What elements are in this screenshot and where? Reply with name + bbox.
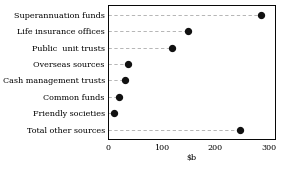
Point <box>117 96 122 98</box>
Point <box>112 112 116 115</box>
Point <box>170 46 174 49</box>
Point <box>123 79 127 82</box>
Point <box>126 63 130 65</box>
Point <box>259 14 263 16</box>
X-axis label: $b: $b <box>186 154 196 162</box>
Point <box>186 30 190 33</box>
Point <box>237 128 242 131</box>
